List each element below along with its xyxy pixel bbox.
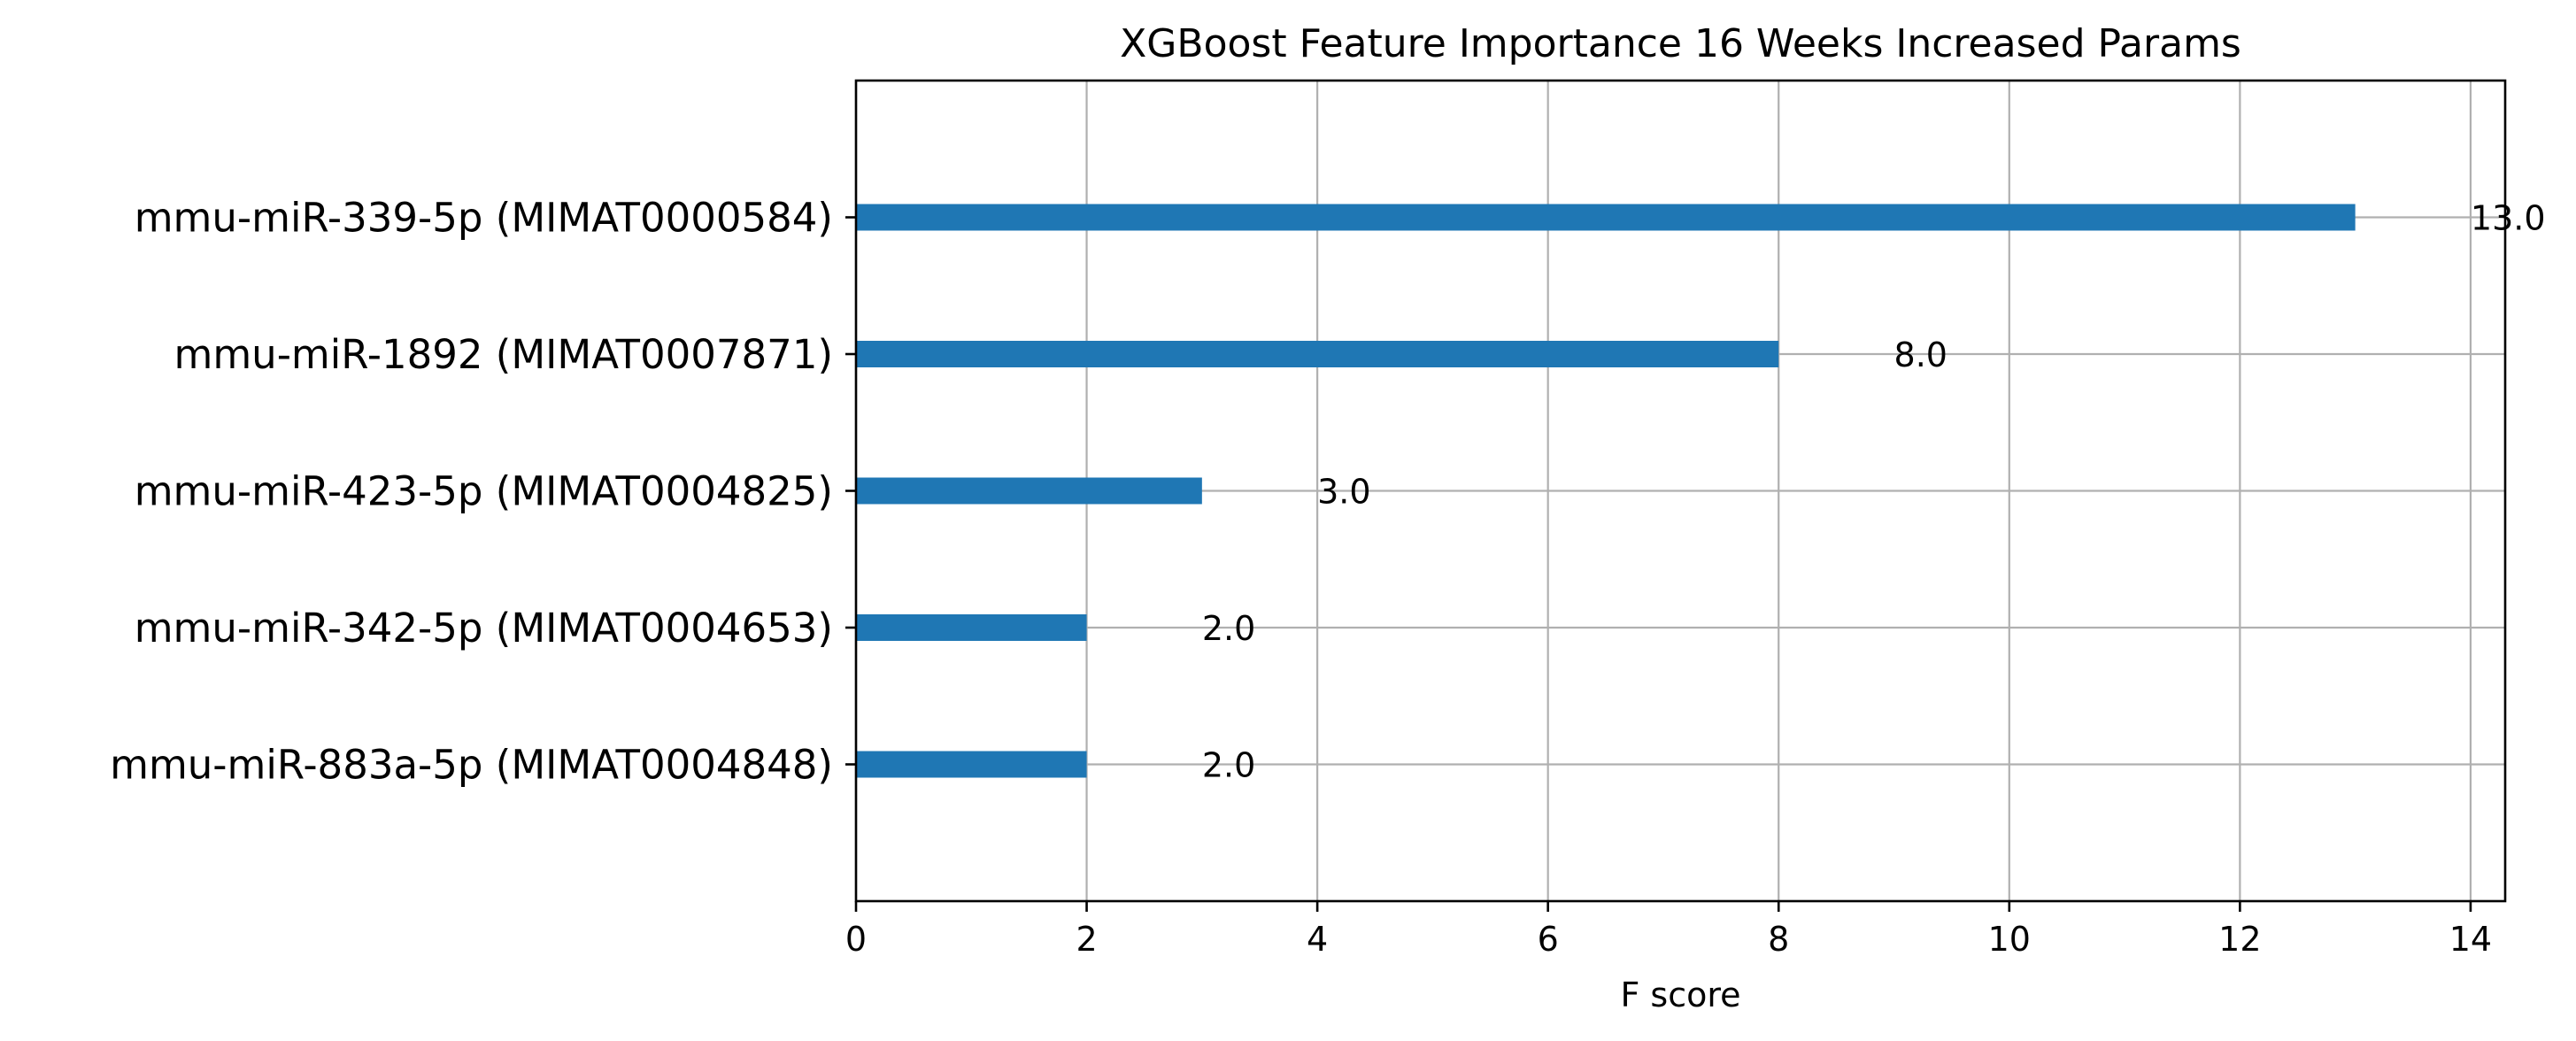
x-tick-label-4: 8 xyxy=(1768,920,1789,959)
x-tick-label-2: 4 xyxy=(1307,920,1328,959)
y-tick-label-4: mmu-miR-883a-5p (MIMAT0004848) xyxy=(110,742,833,789)
x-tick-label-0: 0 xyxy=(845,920,867,959)
chart-title: XGBoost Feature Importance 16 Weeks Incr… xyxy=(1120,21,2241,66)
y-tick-label-2: mmu-miR-423-5p (MIMAT0004825) xyxy=(135,468,833,515)
x-axis-label: F score xyxy=(1620,975,1740,1014)
bar-4 xyxy=(856,751,1087,778)
x-tick-label-6: 12 xyxy=(2218,920,2261,959)
bar-0 xyxy=(856,204,2356,231)
bar-3 xyxy=(856,614,1087,641)
x-tick-label-1: 2 xyxy=(1076,920,1097,959)
bars xyxy=(856,204,2356,778)
bar-1 xyxy=(856,341,1779,367)
x-tick-label-3: 6 xyxy=(1538,920,1559,959)
bar-2 xyxy=(856,477,1202,505)
value-label-2: 3.0 xyxy=(1317,473,1370,512)
x-tick-label-5: 10 xyxy=(1988,920,2031,959)
y-tick-label-0: mmu-miR-339-5p (MIMAT0000584) xyxy=(135,195,833,242)
value-label-3: 2.0 xyxy=(1202,609,1255,648)
value-label-4: 2.0 xyxy=(1202,746,1255,785)
y-tick-label-3: mmu-miR-342-5p (MIMAT0004653) xyxy=(135,605,833,652)
y-tick-label-1: mmu-miR-1892 (MIMAT0007871) xyxy=(174,331,834,378)
x-tick-label-7: 14 xyxy=(2449,920,2492,959)
value-label-1: 8.0 xyxy=(1894,335,1947,374)
value-label-0: 13.0 xyxy=(2471,199,2546,238)
ticks: 0 2 4 6 8 10 12 14 mmu-miR-339-5p (MIMAT0000584)… xyxy=(110,195,2492,960)
value-labels: 13.0 8.0 3.0 2.0 2.0 xyxy=(1202,199,2546,785)
